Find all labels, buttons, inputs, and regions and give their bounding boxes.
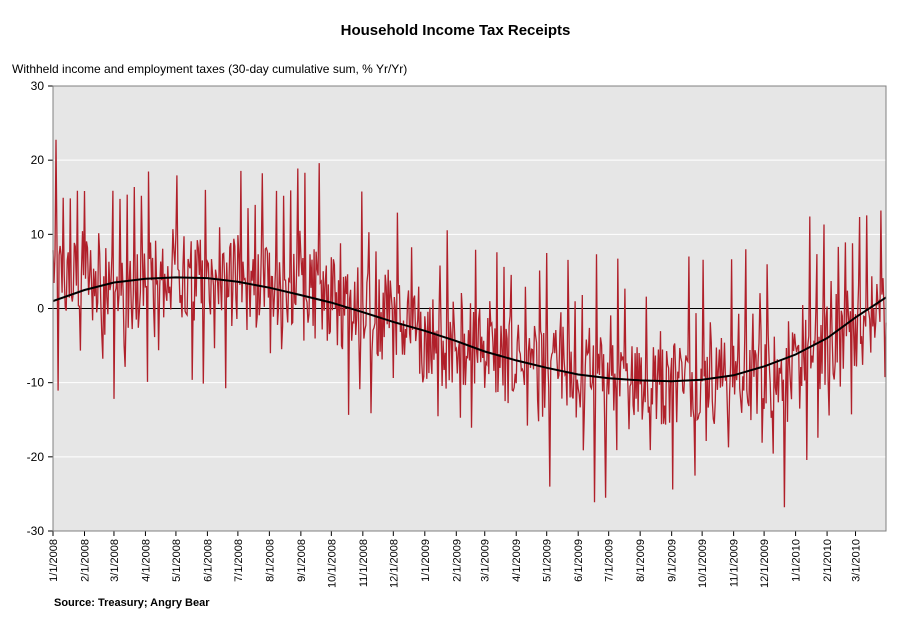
x-tick-label: 4/1/2009 (511, 539, 523, 582)
x-tick-label: 8/1/2008 (264, 539, 276, 582)
x-tick-label: 6/1/2009 (573, 539, 585, 582)
y-axis-label: Withheld income and employment taxes (30… (12, 62, 408, 76)
y-tick-label: -10 (27, 376, 45, 390)
x-tick-label: 12/1/2008 (388, 539, 400, 588)
x-tick-label: 11/1/2009 (729, 539, 741, 587)
x-tick-label: 3/1/2008 (109, 539, 121, 582)
y-tick-label: 0 (37, 302, 44, 316)
y-tick-label: -20 (27, 450, 45, 464)
y-tick-label: 30 (31, 79, 45, 93)
chart-title: Household Income Tax Receipts (340, 22, 571, 39)
x-tick-label: 2/1/2010 (822, 539, 834, 582)
x-tick-label: 3/1/2010 (851, 539, 863, 582)
x-tick-label: 3/1/2009 (480, 539, 492, 582)
x-tick-label: 1/1/2008 (48, 539, 60, 582)
x-tick-label: 1/1/2010 (791, 539, 803, 582)
x-tick-label: 4/1/2008 (140, 539, 152, 582)
x-tick-label: 2/1/2008 (79, 539, 91, 582)
chart-svg: 30 20 10 0 -10 -20 -301/1/2008 2/1/2008 3/1/2008… (27, 79, 887, 588)
x-tick-label: 5/1/2008 (171, 539, 183, 582)
x-tick-label: 10/1/2008 (326, 539, 338, 588)
x-tick-label: 9/1/2009 (667, 539, 679, 582)
x-tick-label: 9/1/2008 (296, 539, 308, 582)
x-tick-label: 2/1/2009 (451, 539, 463, 582)
x-tick-label: 5/1/2009 (542, 539, 554, 582)
source-note: Source: Treasury; Angry Bear (54, 597, 210, 609)
y-tick-label: -30 (27, 524, 45, 538)
x-tick-label: 12/1/2009 (759, 539, 771, 588)
x-tick-label: 7/1/2009 (604, 539, 616, 582)
plot-area: 30 20 10 0 -10 -20 -301/1/2008 2/1/2008 3/1/2008… (27, 79, 887, 588)
y-tick-label: 10 (31, 227, 45, 241)
x-tick-label: 10/1/2009 (697, 539, 709, 588)
series-trend-line (52, 276, 887, 383)
x-tick-label: 8/1/2009 (635, 539, 647, 582)
x-tick-label: 6/1/2008 (202, 539, 214, 582)
series-daily-line (52, 139, 887, 508)
x-tick-label: 1/1/2009 (420, 539, 432, 582)
y-tick-label: 20 (31, 153, 45, 167)
x-tick-label: 7/1/2008 (233, 539, 245, 582)
plot-border (52, 85, 887, 532)
x-tick-label: 11/1/2008 (358, 539, 370, 587)
